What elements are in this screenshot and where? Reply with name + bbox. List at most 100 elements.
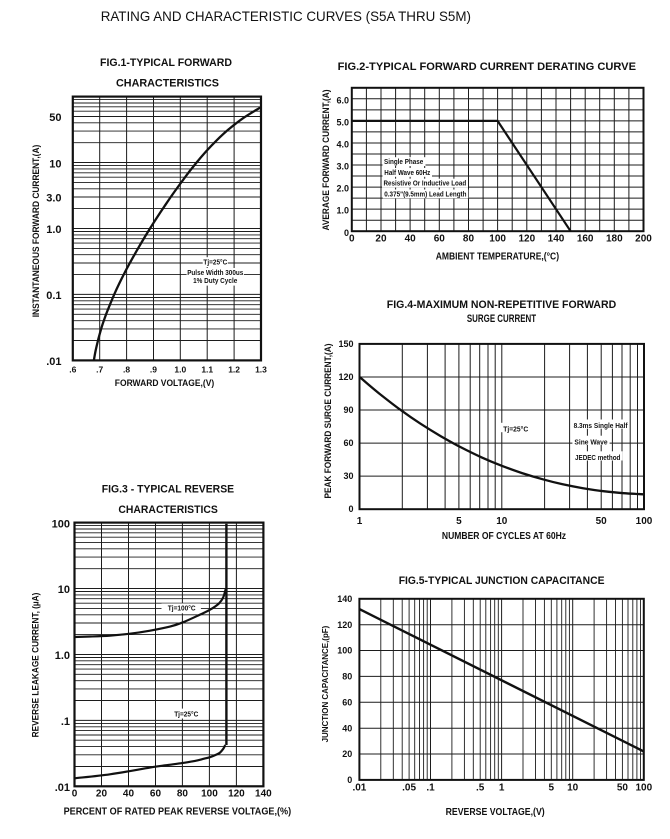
svg-text:100: 100 [636,516,653,527]
svg-text:1.3: 1.3 [255,364,267,374]
svg-text:20: 20 [96,789,108,800]
svg-text:Pulse Width 300us: Pulse Width 300us [187,270,243,277]
svg-text:.1: .1 [426,783,435,794]
svg-text:Resistive Or Inductive Load: Resistive Or Inductive Load [384,181,467,188]
svg-text:.01: .01 [55,782,70,794]
svg-text:FIG.2-TYPICAL FORWARD CURRENT: FIG.2-TYPICAL FORWARD CURRENT DERATING C… [338,61,636,73]
svg-text:100: 100 [201,789,218,800]
svg-text:80: 80 [342,672,352,682]
svg-text:100: 100 [489,234,506,245]
svg-text:Tj=25°C: Tj=25°C [203,259,227,267]
svg-text:AVERAGE FORWARD CURRENT,(A): AVERAGE FORWARD CURRENT,(A) [321,90,331,231]
svg-text:FIG.5-TYPICAL JUNCTION CAPACIT: FIG.5-TYPICAL JUNCTION CAPACITANCE [399,575,605,587]
svg-text:RATING AND CHARACTERISTIC CURV: RATING AND CHARACTERISTIC CURVES (S5A TH… [101,8,471,24]
svg-text:JEDEC method: JEDEC method [575,455,620,462]
svg-text:120: 120 [518,234,535,245]
svg-text:5.0: 5.0 [336,117,349,127]
svg-text:80: 80 [463,234,475,245]
svg-text:6.0: 6.0 [336,95,349,105]
svg-text:150: 150 [338,339,353,349]
svg-text:0: 0 [349,234,355,245]
svg-text:5: 5 [549,783,555,794]
svg-text:.6: .6 [69,364,76,374]
svg-text:1.2: 1.2 [228,364,240,374]
svg-text:INSTANTANEOUS FORWARD CURRENT,: INSTANTANEOUS FORWARD CURRENT,(A) [31,145,41,318]
svg-text:Tj=100°C: Tj=100°C [168,604,196,612]
svg-text:120: 120 [338,372,353,382]
svg-text:SURGE CURRENT: SURGE CURRENT [467,313,536,325]
svg-text:Tj=25°C: Tj=25°C [503,426,528,434]
svg-text:FIG.3 - TYPICAL REVERSE: FIG.3 - TYPICAL REVERSE [102,484,234,496]
svg-text:10: 10 [49,158,61,170]
svg-text:60: 60 [150,789,162,800]
svg-text:3.0: 3.0 [336,162,349,172]
svg-text:REVERSE VOLTAGE,(V): REVERSE VOLTAGE,(V) [446,807,545,818]
svg-text:10: 10 [496,516,508,527]
svg-text:Tj=25°C: Tj=25°C [174,710,198,718]
svg-text:90: 90 [343,405,353,415]
svg-text:Single Phase: Single Phase [384,159,423,166]
svg-text:.01: .01 [46,356,61,368]
svg-text:100: 100 [635,783,652,794]
svg-text:20: 20 [342,749,352,759]
svg-text:140: 140 [548,234,565,245]
svg-text:.1: .1 [61,716,70,728]
svg-text:5: 5 [456,516,462,527]
svg-text:3.0: 3.0 [46,193,61,205]
svg-text:0: 0 [348,504,353,514]
svg-text:.7: .7 [96,364,103,374]
svg-text:10: 10 [567,783,579,794]
svg-text:140: 140 [337,594,352,604]
svg-text:0: 0 [347,775,352,785]
svg-text:JUNCTION CAPACITANCE,(pF): JUNCTION CAPACITANCE,(pF) [321,625,330,742]
svg-text:180: 180 [606,234,623,245]
svg-text:0.375"(9.5mm) Lead Length: 0.375"(9.5mm) Lead Length [384,191,466,198]
svg-text:1.0: 1.0 [46,224,61,236]
svg-text:60: 60 [342,697,352,707]
svg-text:80: 80 [177,789,189,800]
svg-text:50: 50 [596,516,608,527]
svg-text:AMBIENT TEMPERATURE,(°C): AMBIENT TEMPERATURE,(°C) [436,251,559,262]
svg-text:.9: .9 [150,364,157,374]
svg-text:160: 160 [577,234,594,245]
svg-text:FIG.1-TYPICAL FORWARD: FIG.1-TYPICAL FORWARD [100,57,232,69]
svg-text:PERCENT OF RATED PEAK REVERSE: PERCENT OF RATED PEAK REVERSE VOLTAGE,(%… [64,806,292,817]
svg-text:2.0: 2.0 [336,184,349,194]
svg-text:1.0: 1.0 [174,364,186,374]
svg-text:CHARACTERISTICS: CHARACTERISTICS [118,504,217,516]
svg-text:120: 120 [228,789,245,800]
svg-text:40: 40 [123,789,135,800]
svg-text:.5: .5 [476,783,485,794]
svg-text:NUMBER OF CYCLES AT 60Hz: NUMBER OF CYCLES AT 60Hz [442,531,566,542]
svg-text:1: 1 [357,516,363,527]
svg-text:60: 60 [343,438,353,448]
svg-text:20: 20 [375,234,387,245]
svg-text:FIG.4-MAXIMUM NON-REPETITIVE F: FIG.4-MAXIMUM NON-REPETITIVE FORWARD [387,299,616,311]
svg-text:REVERSE LEAKAGE CURRENT, (µA): REVERSE LEAKAGE CURRENT, (µA) [31,593,41,738]
svg-text:1: 1 [499,783,505,794]
svg-text:30: 30 [343,471,353,481]
svg-text:120: 120 [337,620,352,630]
svg-text:50: 50 [617,783,629,794]
svg-text:PEAK FORWARD SURGE CURRENT,(A): PEAK FORWARD SURGE CURRENT,(A) [323,344,333,499]
svg-text:50: 50 [49,112,61,124]
svg-text:100: 100 [52,518,70,530]
svg-text:0.1: 0.1 [46,290,61,302]
svg-text:0: 0 [72,789,78,800]
svg-text:140: 140 [255,789,272,800]
svg-text:1% Duty Cycle: 1% Duty Cycle [193,278,237,285]
svg-text:4.0: 4.0 [336,140,349,150]
svg-text:8.3ms Single Half: 8.3ms Single Half [574,423,629,430]
svg-text:1.0: 1.0 [55,650,70,662]
svg-text:60: 60 [434,234,446,245]
svg-text:FORWARD VOLTAGE,(V): FORWARD VOLTAGE,(V) [115,378,214,388]
svg-text:10: 10 [58,584,70,596]
svg-text:1.0: 1.0 [336,206,349,216]
svg-text:40: 40 [342,723,352,733]
svg-text:.01: .01 [352,783,366,794]
svg-text:0: 0 [344,228,349,238]
svg-text:40: 40 [405,234,417,245]
svg-text:1.1: 1.1 [201,364,213,374]
svg-text:200: 200 [635,234,652,245]
svg-text:100: 100 [337,646,352,656]
